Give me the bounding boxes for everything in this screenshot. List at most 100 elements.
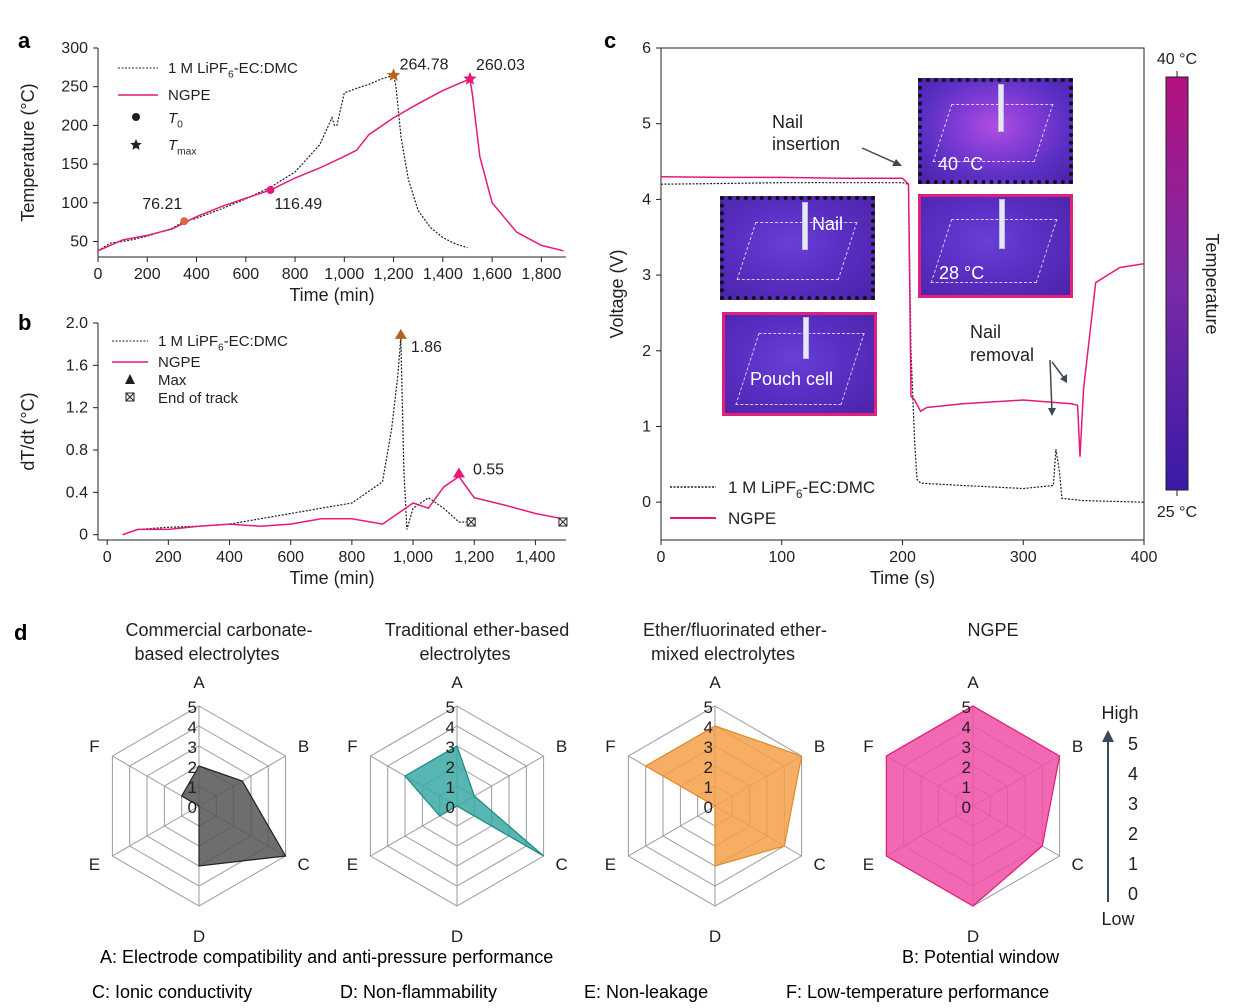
radar-ring-label: 2	[962, 758, 971, 777]
arrow-nail-removal-2	[1051, 361, 1065, 379]
annotation-nail-insertion-1: Nail	[772, 112, 803, 132]
legend-E: E: Non-leakage	[584, 982, 708, 1002]
radar-title-line1: Traditional ether-based	[385, 620, 569, 640]
radar-ring-label: 5	[446, 698, 455, 717]
max-marker-lipf6	[394, 328, 407, 339]
y-axis-title: Temperature (°C)	[18, 83, 38, 221]
radar-ring-label: 5	[704, 698, 713, 717]
end-marker-lipf6-cross	[466, 517, 476, 527]
x-tick-label: 1,000	[393, 549, 433, 566]
x-tick-label: 300	[1010, 549, 1037, 566]
radar-axis-label-C: C	[555, 855, 567, 874]
annotation-nail-insertion-2: insertion	[772, 134, 840, 154]
arrowhead-nail-removal-2	[1060, 374, 1067, 383]
annotation-max-lipf6: 1.86	[411, 339, 442, 356]
y-tick-label: 0	[642, 494, 651, 511]
radar-ring-label: 3	[188, 738, 197, 757]
scale-high-label: High	[1101, 703, 1138, 723]
x-tick-label: 200	[155, 549, 182, 566]
x-tick-label: 100	[768, 549, 795, 566]
x-tick-label: 600	[232, 266, 259, 283]
radar-title-line1: Ether/fluorinated ether-	[643, 620, 827, 640]
panel-b-chart: 0 200 400 600 800 1,000 1,200 1,400 0 0.4 0.8 1.2 1.…	[18, 315, 568, 588]
radar-axis-label-B: B	[1072, 737, 1083, 756]
legend-C: C: Ionic conductivity	[92, 982, 252, 1002]
x-tick-label: 800	[339, 549, 366, 566]
x-tick-label: 200	[889, 549, 916, 566]
tmax-marker-lipf6	[386, 68, 401, 81]
panel-a-chart: 0 200 400 600 800 1,000 1,200 1,400 1,600 1,800 50…	[18, 40, 566, 305]
x-tick-label: 400	[216, 549, 243, 566]
scale-value: 0	[1128, 884, 1138, 904]
scale-value: 3	[1128, 794, 1138, 814]
radar-axis-label-E: E	[863, 855, 874, 874]
radar-axis-label-B: B	[814, 737, 825, 756]
radar-axis-label-C: C	[297, 855, 309, 874]
annotation-nail-removal-1: Nail	[970, 322, 1001, 342]
radar-axis-label-A: A	[967, 673, 979, 692]
series-line-ngpe	[660, 175, 1145, 457]
end-marker-ngpe-cross	[558, 517, 568, 527]
series-line-ngpe	[97, 77, 564, 252]
y-tick-label: 1.6	[66, 357, 88, 374]
x-tick-label: 1,400	[423, 266, 463, 283]
legend-end-marker-cross	[125, 392, 135, 402]
legend-F: F: Low-temperature performance	[786, 982, 1049, 1002]
scale-value: 5	[1128, 734, 1138, 754]
radar-ring-label: 4	[704, 718, 713, 737]
panel-c-letter: c	[604, 28, 616, 53]
radar-axis-label-D: D	[967, 927, 979, 946]
y-tick-label: 2.0	[66, 315, 88, 332]
legend-label-tmax: Tmax	[168, 137, 196, 158]
radar-ring-label: 5	[962, 698, 971, 717]
x-axis-title: Time (min)	[289, 285, 374, 305]
arrowhead-nail-insertion	[892, 159, 902, 166]
scale-value: 1	[1128, 854, 1138, 874]
x-tick-label: 0	[103, 549, 112, 566]
y-tick-label: 300	[61, 40, 88, 57]
radar-title-line1: Commercial carbonate-	[125, 620, 312, 640]
y-tick-label: 1.2	[66, 400, 88, 417]
radar-axis-label-F: F	[89, 737, 99, 756]
colorbar-top-label: 40 °C	[1157, 51, 1197, 68]
legend-max-marker	[125, 374, 135, 384]
y-tick-label: 150	[61, 156, 88, 173]
x-tick-label: 1,200	[454, 549, 494, 566]
radar-data-polygon	[404, 745, 544, 857]
legend-D: D: Non-flammability	[340, 982, 497, 1002]
annotation-tmax-ngpe: 260.03	[476, 57, 525, 74]
arrow-nail-removal-1	[1049, 359, 1053, 413]
x-tick-label: 1,800	[521, 266, 561, 283]
radar-ring-label: 4	[188, 718, 197, 737]
series-line-lipf6	[660, 182, 1145, 503]
radar-ring-label: 3	[446, 738, 455, 757]
radar-axis-label-E: E	[347, 855, 358, 874]
radar-axis-label-A: A	[709, 673, 721, 692]
max-marker-ngpe	[452, 467, 465, 478]
radar-ring-label: 0	[704, 798, 713, 817]
x-tick-label: 800	[282, 266, 309, 283]
radar-data-polygon	[885, 705, 1061, 907]
panel-d-letter: d	[14, 620, 27, 645]
legend-label-t0: T0	[168, 110, 183, 131]
radar-axis-label-D: D	[709, 927, 721, 946]
y-tick-label: 250	[61, 79, 88, 96]
radar-axis-label-B: B	[298, 737, 309, 756]
radar-title-line2: mixed electrolytes	[651, 644, 795, 664]
panel-c-chart: 0 100 200 300 400 0 1 2 3 4 5 6 Time (s) Voltage (V) N…	[607, 40, 1222, 588]
radar-ring-label: 0	[962, 798, 971, 817]
radar-data-polygon	[644, 725, 803, 867]
x-tick-label: 0	[657, 549, 666, 566]
radar-ring-label: 4	[446, 718, 455, 737]
radar-title-line1: NGPE	[967, 620, 1018, 640]
scale-value: 4	[1128, 764, 1138, 784]
tmax-marker-ngpe	[463, 71, 477, 85]
radar-axis-label-C: C	[813, 855, 825, 874]
radar-axis-label-B: B	[556, 737, 567, 756]
